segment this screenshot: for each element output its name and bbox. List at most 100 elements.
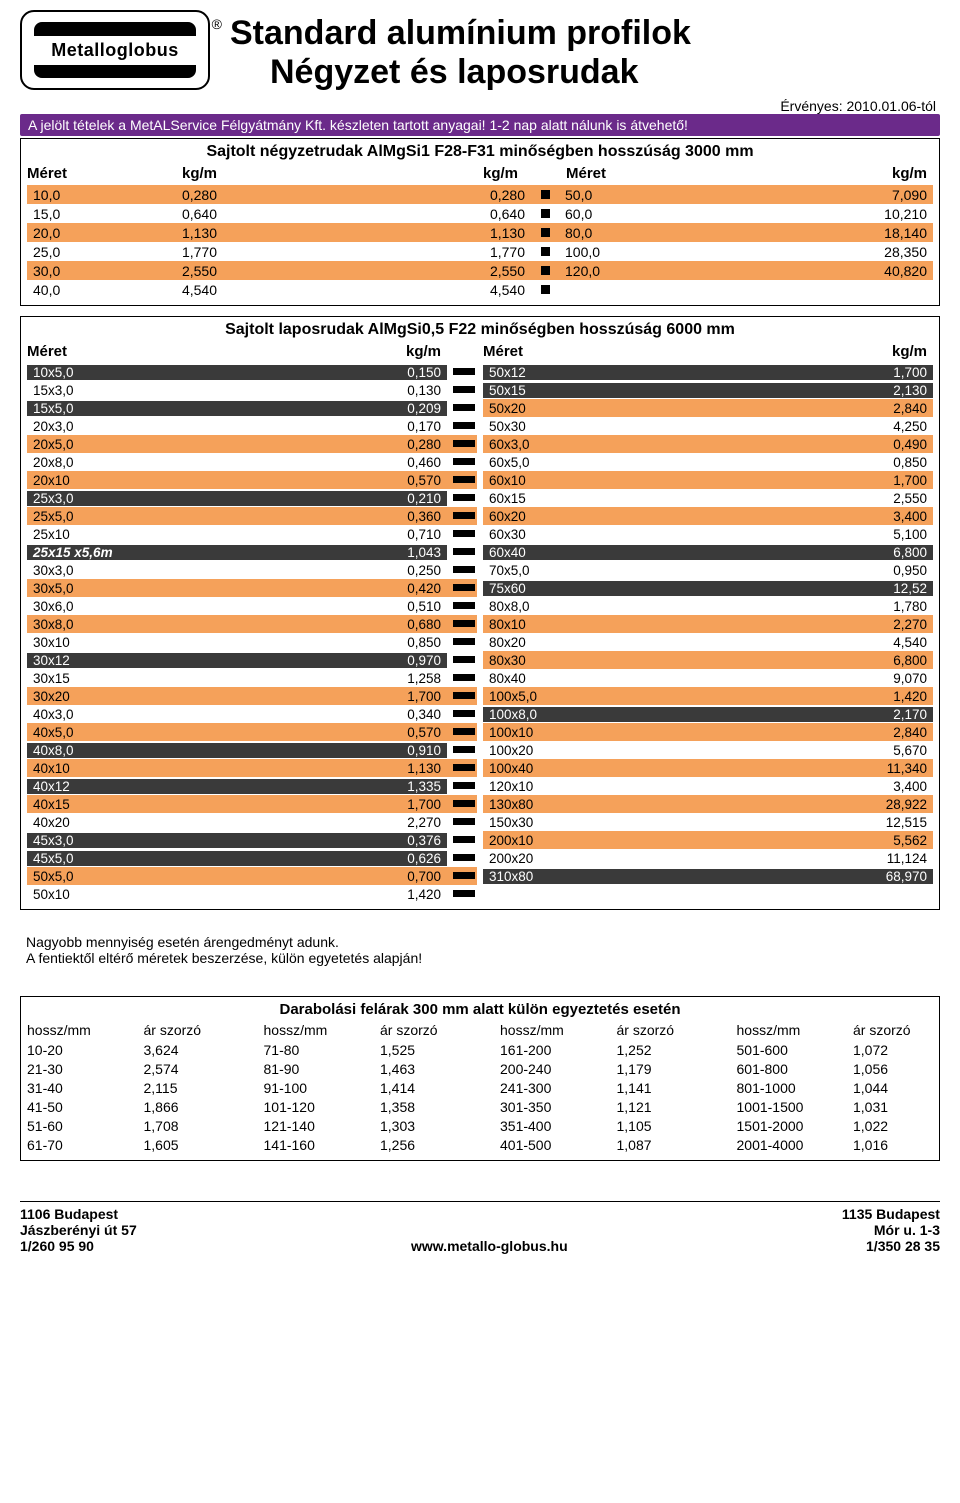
marker-icon	[447, 421, 477, 432]
cell-kgm: 0,170	[307, 419, 447, 434]
cell-kgm: 6,800	[793, 653, 933, 668]
cell-factor: 1,358	[380, 1099, 460, 1115]
cell-kgm: 2,270	[793, 617, 933, 632]
cell-factor: 2,574	[144, 1061, 224, 1077]
col-hossz: hossz/mm	[737, 1022, 854, 1038]
table-row: 80x8,01,780	[483, 597, 933, 615]
table-row: 121-1401,303	[264, 1116, 461, 1135]
cell-kgm: 0,420	[307, 581, 447, 596]
marker-icon	[447, 403, 477, 414]
cell-meret: 60x40	[483, 545, 793, 560]
cell-meret: 100x20	[483, 743, 793, 758]
cell-range: 241-300	[500, 1080, 617, 1096]
cell-meret: 15x5,0	[27, 401, 307, 416]
cell-meret: 40x15	[27, 797, 307, 812]
cell-meret: 80,0	[559, 225, 659, 241]
cell-kgm: 0,460	[307, 455, 447, 470]
cell-range: 501-600	[737, 1042, 854, 1058]
col-kgm-3: kg/m	[666, 165, 933, 182]
cell-meret: 75x60	[483, 581, 793, 596]
cell-meret: 200x10	[483, 833, 793, 848]
cell-meret: 20,0	[27, 225, 117, 241]
cell-factor: 1,141	[617, 1080, 697, 1096]
cell-meret: 15x3,0	[27, 383, 307, 398]
cell-kgm: 1,130	[307, 761, 447, 776]
table-row: 15,00,6400,64060,010,210	[27, 204, 933, 223]
cell-meret: 20x10	[27, 473, 307, 488]
cell-meret: 30x5,0	[27, 581, 307, 596]
col-hossz: hossz/mm	[500, 1022, 617, 1038]
table-row: 60x101,700	[483, 471, 933, 489]
cell-kgm: 0,626	[307, 851, 447, 866]
cell-meret: 20x3,0	[27, 419, 307, 434]
cell-kgm: 0,850	[307, 635, 447, 650]
cell-kgm: 5,100	[793, 527, 933, 542]
cell-meret: 40x20	[27, 815, 307, 830]
logo: Metalloglobus ®	[20, 10, 210, 90]
table-row: 75x6012,52	[483, 579, 933, 597]
cell-factor: 1,121	[617, 1099, 697, 1115]
cell-factor: 1,708	[144, 1118, 224, 1134]
table-row: 80x204,540	[483, 633, 933, 651]
marker-icon	[447, 493, 477, 504]
cell-meret: 20x8,0	[27, 455, 307, 470]
section-flat-bars: Sajtolt laposrudak AlMgSi0,5 F22 minőség…	[20, 316, 940, 910]
marker-icon	[447, 439, 477, 450]
cell-meret: 100x5,0	[483, 689, 793, 704]
cell-kgm: 3,400	[793, 779, 933, 794]
cell-kgm: 5,562	[793, 833, 933, 848]
cell-kgm: 0,280	[257, 187, 531, 203]
cell-kgm: 0,910	[307, 743, 447, 758]
cell-meret: 100x10	[483, 725, 793, 740]
cell-kgm: 12,515	[793, 815, 933, 830]
cell-factor: 1,022	[853, 1118, 933, 1134]
section3-body: hossz/mmár szorzó10-203,62421-302,57431-…	[27, 1022, 933, 1154]
cell-meret: 80x8,0	[483, 599, 793, 614]
cell-kgm: 0,209	[307, 401, 447, 416]
cell-meret: 60,0	[559, 206, 659, 222]
table-row: 40x101,130	[27, 759, 477, 777]
table-row: 20x8,00,460	[27, 453, 477, 471]
table-row: 40x121,335	[27, 777, 477, 795]
marker-icon	[447, 853, 477, 864]
marker-icon	[447, 835, 477, 846]
marker-icon	[447, 781, 477, 792]
table-row: 601-8001,056	[737, 1059, 934, 1078]
cell-kgm: 28,922	[793, 797, 933, 812]
cell-meret: 40x8,0	[27, 743, 307, 758]
cell-meret: 10,0	[27, 187, 117, 203]
cell-kgm: 2,550	[117, 263, 257, 279]
table-row: 351-4001,105	[500, 1116, 697, 1135]
cell-meret: 60x15	[483, 491, 793, 506]
table-row: 40,04,5404,540	[27, 280, 933, 299]
cell-meret: 80x20	[483, 635, 793, 650]
table-row: 310x8068,970	[483, 867, 933, 885]
cell-range: 141-160	[264, 1137, 381, 1153]
cell-kgm: 68,970	[793, 869, 933, 884]
cell-meret: 30x20	[27, 689, 307, 704]
cell-kgm: 0,360	[307, 509, 447, 524]
cell-meret: 20x5,0	[27, 437, 307, 452]
marker-icon	[531, 226, 559, 240]
col-meret: Méret	[27, 343, 307, 360]
cell-kgm: 0,570	[307, 473, 447, 488]
table-row: 101-1201,358	[264, 1097, 461, 1116]
cell-kgm: 1,780	[793, 599, 933, 614]
marker-icon	[447, 529, 477, 540]
col-szorzo: ár szorzó	[853, 1022, 933, 1038]
cell-kgm: 1,700	[307, 689, 447, 704]
marker-icon	[447, 475, 477, 486]
cell-range: 401-500	[500, 1137, 617, 1153]
cell-range: 41-50	[27, 1099, 144, 1115]
cell-kgm: 0,250	[307, 563, 447, 578]
marker-icon	[447, 637, 477, 648]
cell-meret: 60x3,0	[483, 437, 793, 452]
cell-kgm: 7,090	[659, 187, 933, 203]
col-kgm: kg/m	[793, 343, 933, 360]
table-row: 200x105,562	[483, 831, 933, 849]
cell-meret: 60x30	[483, 527, 793, 542]
cell-meret: 120,0	[559, 263, 659, 279]
cell-factor: 1,414	[380, 1080, 460, 1096]
marker-icon	[447, 745, 477, 756]
cell-range: 61-70	[27, 1137, 144, 1153]
